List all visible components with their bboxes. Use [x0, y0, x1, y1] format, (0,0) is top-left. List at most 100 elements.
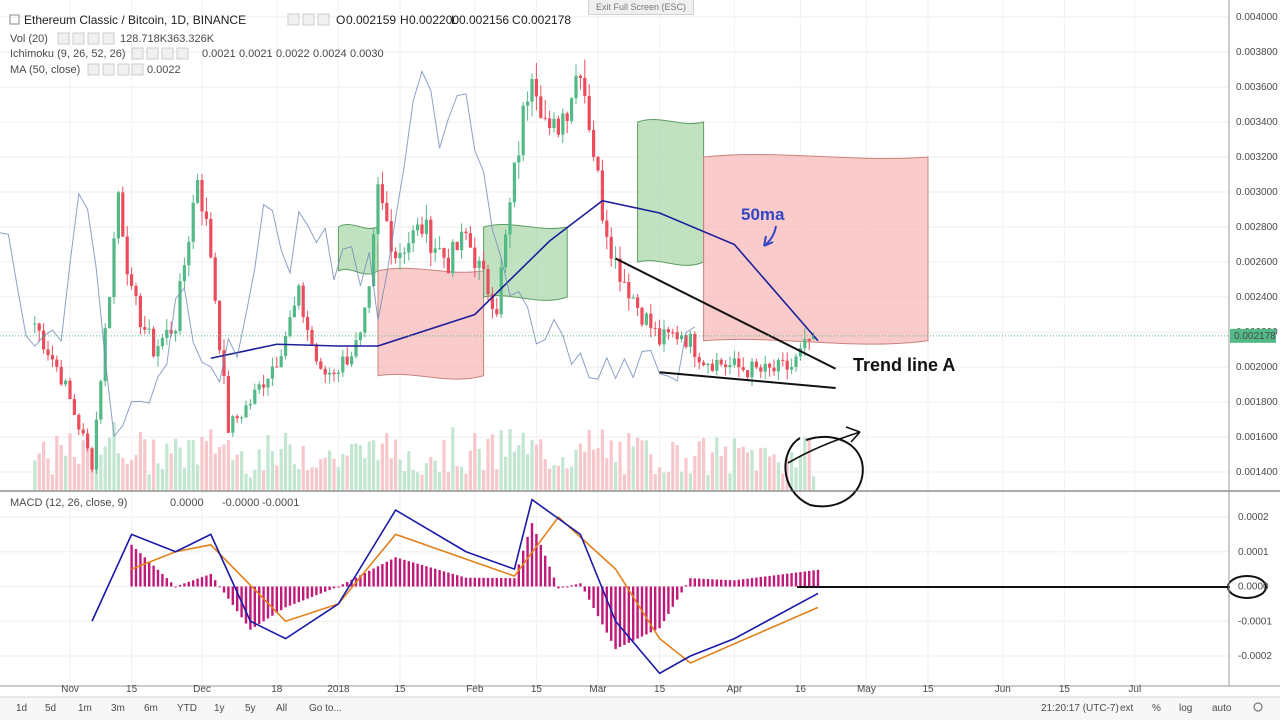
candle-body[interactable] [248, 403, 252, 406]
candle-body[interactable] [125, 236, 129, 275]
candle-body[interactable] [587, 95, 591, 130]
candle-body[interactable] [33, 323, 37, 325]
candle-body[interactable] [341, 356, 345, 373]
candle-body[interactable] [99, 381, 103, 420]
candle-body[interactable] [781, 359, 785, 361]
candle-body[interactable] [675, 332, 679, 340]
candle-body[interactable] [618, 258, 622, 282]
candle-body[interactable] [160, 337, 164, 347]
candle-body[interactable] [578, 75, 582, 78]
candle-body[interactable] [55, 359, 59, 367]
candle-body[interactable] [59, 366, 63, 385]
candle-body[interactable] [627, 282, 631, 299]
candle-body[interactable] [759, 367, 763, 372]
candle-body[interactable] [565, 113, 569, 121]
candle-body[interactable] [323, 368, 327, 375]
goto-button[interactable]: Go to... [309, 703, 342, 714]
candle-body[interactable] [332, 372, 336, 375]
candle-body[interactable] [662, 329, 666, 345]
candle-body[interactable] [750, 361, 754, 378]
candle-body[interactable] [367, 286, 371, 308]
candle-body[interactable] [583, 77, 587, 96]
candle-body[interactable] [204, 211, 208, 219]
toolbar-option-button[interactable]: ext [1120, 703, 1134, 714]
candle-body[interactable] [499, 267, 503, 315]
timeframe-button[interactable]: 1y [214, 703, 225, 714]
candle-body[interactable] [156, 346, 160, 357]
candle-body[interactable] [319, 361, 323, 369]
candle-body[interactable] [490, 294, 494, 309]
candle-body[interactable] [420, 224, 424, 234]
candle-body[interactable] [732, 358, 736, 365]
candle-body[interactable] [530, 78, 534, 102]
candle-body[interactable] [77, 414, 81, 430]
candle-body[interactable] [253, 389, 257, 404]
candle-body[interactable] [666, 329, 670, 333]
candle-body[interactable] [473, 247, 477, 268]
candle-body[interactable] [350, 356, 354, 365]
candle-body[interactable] [706, 363, 710, 366]
candle-body[interactable] [728, 364, 732, 368]
candle-body[interactable] [257, 384, 261, 390]
candle-body[interactable] [240, 417, 244, 419]
candle-body[interactable] [37, 323, 41, 331]
candle-body[interactable] [526, 101, 530, 106]
candle-body[interactable] [191, 202, 195, 242]
candle-body[interactable] [200, 180, 204, 212]
candle-body[interactable] [416, 224, 420, 231]
timeframe-button[interactable]: All [276, 703, 287, 714]
candle-body[interactable] [688, 333, 692, 347]
candle-body[interactable] [653, 327, 657, 329]
candle-body[interactable] [275, 366, 279, 368]
candle-body[interactable] [697, 356, 701, 363]
candle-body[interactable] [358, 332, 362, 341]
candle-body[interactable] [310, 329, 314, 345]
candle-body[interactable] [556, 118, 560, 135]
candle-body[interactable] [794, 356, 798, 368]
candle-body[interactable] [798, 348, 802, 357]
candle-body[interactable] [262, 384, 266, 388]
candle-body[interactable] [178, 281, 182, 332]
candle-body[interactable] [134, 285, 138, 296]
candle-body[interactable] [446, 257, 450, 274]
candle-body[interactable] [754, 361, 758, 368]
candle-body[interactable] [165, 329, 169, 338]
candle-body[interactable] [138, 295, 142, 328]
candle-body[interactable] [345, 356, 349, 365]
candle-body[interactable] [649, 313, 653, 328]
candle-body[interactable] [389, 221, 393, 252]
candle-body[interactable] [702, 362, 706, 366]
candle-body[interactable] [772, 367, 776, 372]
toolbar-option-button[interactable]: auto [1212, 703, 1232, 714]
legend-buttons-3[interactable] [131, 47, 189, 60]
candle-body[interactable] [596, 156, 600, 171]
candle-body[interactable] [460, 231, 464, 251]
candle-body[interactable] [710, 363, 714, 371]
timeframe-button[interactable]: 3m [111, 703, 125, 714]
candle-body[interactable] [455, 241, 459, 251]
candle-body[interactable] [534, 78, 538, 97]
candle-body[interactable] [776, 359, 780, 372]
exit-fullscreen-button[interactable]: Exit Full Screen (ESC) [588, 0, 694, 15]
candle-body[interactable] [411, 230, 415, 244]
candle-body[interactable] [807, 338, 811, 341]
candle-body[interactable] [561, 113, 565, 135]
candle-body[interactable] [803, 338, 807, 349]
candle-body[interactable] [90, 448, 94, 470]
candle-body[interactable] [605, 220, 609, 237]
candle-body[interactable] [812, 335, 816, 340]
candle-body[interactable] [116, 192, 120, 239]
candle-body[interactable] [570, 98, 574, 121]
candle-body[interactable] [658, 328, 662, 345]
candle-body[interactable] [42, 330, 46, 350]
candle-body[interactable] [279, 356, 283, 368]
candle-body[interactable] [737, 358, 741, 368]
candle-body[interactable] [235, 416, 239, 419]
candle-body[interactable] [363, 307, 367, 333]
candle-body[interactable] [671, 332, 675, 334]
candle-body[interactable] [147, 328, 151, 330]
candle-body[interactable] [592, 129, 596, 157]
candle-body[interactable] [693, 333, 697, 357]
candle-body[interactable] [108, 297, 112, 329]
